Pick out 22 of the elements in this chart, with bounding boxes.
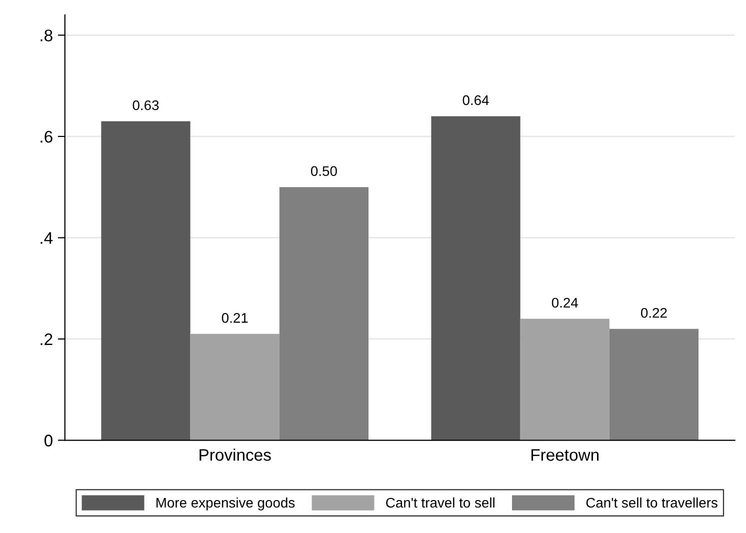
x-tick-label: Provinces [200,448,271,461]
y-tick-label: .4 [40,232,53,244]
legend-label: More expensive goods [156,497,295,510]
bar [609,328,699,440]
x-tick-label: Freetown [531,449,599,461]
bar [101,121,190,440]
y-tick-label: .8 [40,30,52,42]
y-tick-label: .6 [40,130,52,143]
legend-label: Can't sell to travellers [586,497,718,508]
data-label: 0.22 [640,308,667,318]
data-label: 0.24 [552,298,578,308]
data-label: 0.21 [222,313,248,323]
bar [190,334,280,440]
bar [520,318,610,440]
data-label: 0.50 [310,166,337,176]
y-tick-label: 0 [44,434,52,446]
bar [279,187,369,440]
legend-label: Can't travel to sell [386,497,494,508]
bar [431,116,520,440]
data-label: 0.64 [462,95,489,106]
data-label: 0.63 [132,100,159,110]
y-tick-label: .2 [40,333,52,346]
